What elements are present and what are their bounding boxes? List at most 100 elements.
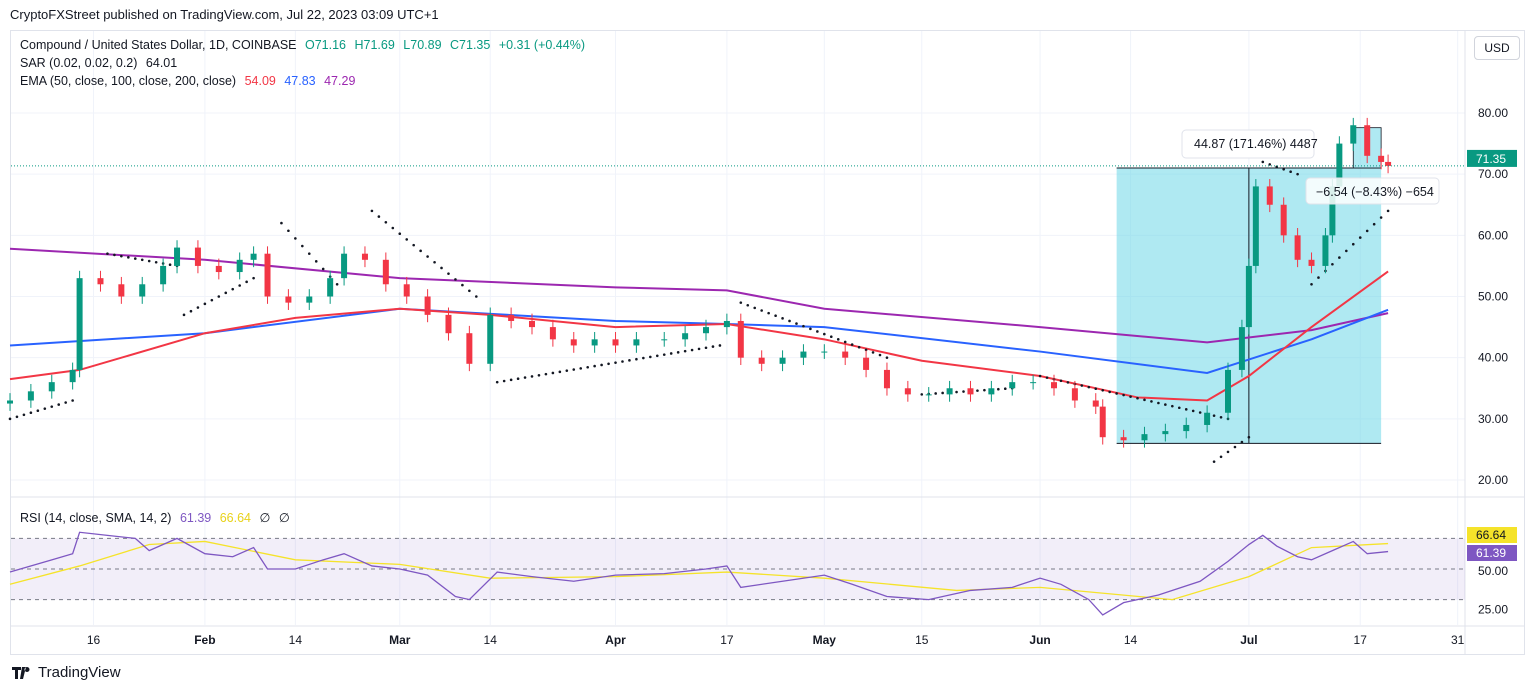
sar-dot — [523, 376, 527, 379]
sar-legend[interactable]: SAR (0.02, 0.02, 0.2) 64.01 — [20, 56, 182, 70]
sar-dot — [850, 343, 854, 346]
candle — [1245, 265, 1252, 328]
sar-dot — [788, 319, 791, 323]
sar-dot — [655, 354, 659, 358]
sar-dot — [1087, 385, 1091, 389]
sar-dot — [1129, 395, 1132, 398]
time-axis-label: 31 — [1451, 633, 1465, 647]
sar-dot — [864, 348, 868, 352]
candle — [215, 265, 222, 273]
sar-dot — [885, 356, 889, 359]
sar-dot — [683, 349, 687, 353]
sar-dot — [579, 367, 583, 370]
time-axis-label: Feb — [194, 633, 215, 647]
tradingview-logo-icon — [12, 666, 30, 679]
candle — [466, 333, 473, 364]
sar-dot — [1045, 376, 1049, 379]
candle — [821, 351, 828, 353]
candle — [758, 357, 765, 364]
candle — [194, 247, 201, 266]
sar-dot — [934, 392, 937, 395]
sar-dot — [224, 291, 228, 295]
sar-dot — [997, 387, 1000, 391]
candle — [1099, 406, 1106, 438]
candle — [382, 259, 389, 285]
rsi-value-tag-label: 61.39 — [1476, 546, 1506, 560]
candle — [1266, 186, 1273, 205]
sar-dot — [739, 301, 743, 304]
sar-dot — [245, 280, 248, 284]
sar-dot — [405, 238, 409, 241]
candle — [1294, 235, 1301, 260]
sar-dot — [809, 327, 812, 331]
sar-dot — [1261, 160, 1265, 164]
ema200-value: 47.29 — [324, 74, 356, 88]
candle — [341, 253, 348, 279]
candle — [633, 339, 640, 346]
sar-dot — [593, 364, 596, 368]
time-axis-label: 14 — [1124, 633, 1138, 647]
sar-dot — [168, 263, 172, 267]
candle — [842, 351, 849, 358]
sar-dot — [558, 370, 562, 374]
sar-dot — [280, 221, 283, 225]
time-axis-label: 15 — [915, 633, 929, 647]
candle — [361, 253, 368, 260]
close-value: C71.35 — [450, 38, 491, 52]
candle — [1385, 161, 1392, 166]
tradingview-logo[interactable]: TradingView — [12, 664, 121, 681]
sar-dot — [1080, 384, 1084, 387]
sar-dot — [468, 289, 471, 293]
sar-dot — [802, 324, 805, 328]
sar-dot — [1289, 170, 1292, 174]
measure-label-2: −6.54 (−8.43%) −654 — [1316, 185, 1434, 199]
sar-dot — [196, 306, 200, 309]
sar-dot — [614, 361, 617, 364]
currency-button[interactable]: USD — [1474, 36, 1520, 60]
candle — [703, 327, 709, 334]
candle — [1225, 369, 1231, 413]
sar-dot — [1386, 209, 1390, 213]
sar-dot — [795, 322, 798, 325]
sar-dot — [551, 371, 555, 375]
sar-dot — [530, 375, 534, 378]
price-axis-label: 80.00 — [1478, 106, 1508, 120]
sar-dot — [1164, 403, 1167, 406]
candle — [1336, 143, 1343, 187]
sar-dot — [412, 243, 415, 247]
sar-dot — [398, 232, 402, 236]
ema-legend[interactable]: EMA (50, close, 100, close, 200, close) … — [20, 74, 360, 88]
sar-dot — [753, 306, 757, 310]
sar-dot — [106, 252, 109, 255]
sar-dot — [1247, 435, 1251, 439]
candle — [327, 278, 334, 297]
time-axis-label: Jul — [1240, 633, 1257, 647]
sar-dot — [941, 391, 944, 395]
sar-dot — [1059, 379, 1063, 383]
sar-dot — [669, 352, 673, 355]
sar-dot — [1212, 460, 1216, 463]
sar-dot — [1372, 222, 1376, 226]
sar-dot — [878, 353, 882, 357]
rsi-legend[interactable]: RSI (14, close, SMA, 14, 2) 61.39 66.64 … — [20, 510, 295, 525]
candle — [1378, 155, 1385, 162]
sar-dot — [147, 259, 151, 263]
candle — [1183, 424, 1190, 432]
time-axis-label: Apr — [605, 633, 626, 647]
time-axis-label: Mar — [389, 633, 411, 647]
rsi-value: 61.39 — [179, 511, 212, 525]
candle — [487, 314, 494, 364]
candle — [1329, 186, 1336, 236]
sar-dot — [217, 295, 221, 298]
price-axis-label: 70.00 — [1478, 167, 1508, 181]
sar-dot — [871, 351, 875, 354]
candle — [424, 296, 431, 315]
candle — [445, 314, 452, 334]
chart-frame[interactable] — [10, 30, 1525, 655]
sar-dot — [120, 254, 123, 258]
candle — [988, 388, 995, 395]
candle — [69, 369, 76, 383]
candle — [863, 357, 870, 370]
sar-dot — [1143, 398, 1146, 402]
